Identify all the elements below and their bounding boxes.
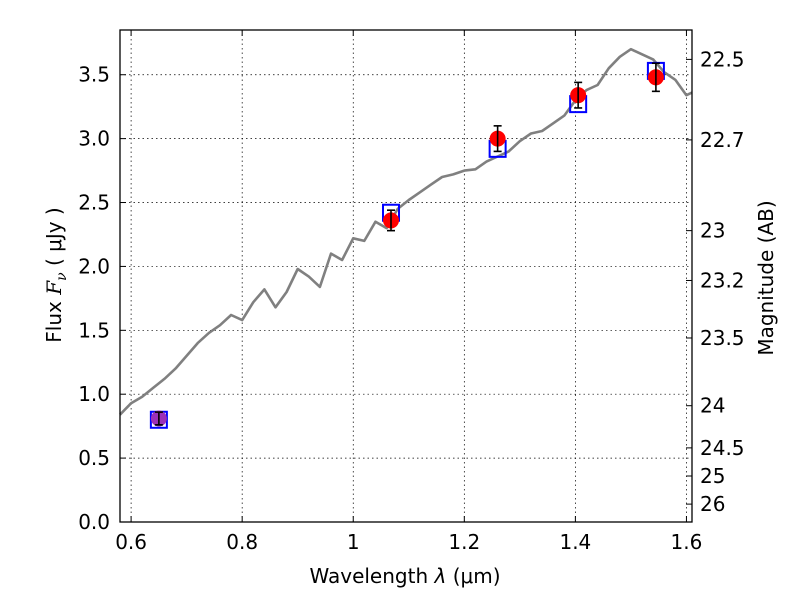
spectrum-line [119,47,693,416]
y-tick-label: 2.5 [78,191,110,215]
x-tick-label: 0.6 [115,530,147,554]
model-photometry-series [149,61,665,429]
x-axis-title: Wavelength λ (μm) [309,564,500,588]
spectrum-series [119,47,693,416]
x-axis-ticks: 0.6 0.8 1 1.2 1.4 1.6 [115,30,702,554]
grid [120,30,692,523]
y-tick-label: 1.0 [78,382,110,406]
y-axis-ticks: 0.0 0.5 1.0 1.5 2.0 2.5 3.0 3.5 [78,63,126,534]
y2-tick-label: 23.2 [700,268,745,292]
x-tick-label: 1.2 [448,530,480,554]
observed-photometry-series [150,62,664,427]
x-tick-label: 1.6 [671,530,703,554]
y-tick-label: 3.0 [78,127,110,151]
y-tick-label: 0.5 [78,446,110,470]
x-tick-label: 1.4 [559,530,591,554]
y2-tick-label: 23.5 [700,326,745,350]
y2-tick-label: 24.5 [700,436,745,460]
y2-tick-label: 26 [700,492,725,516]
y-tick-label: 3.5 [78,63,110,87]
y-tick-label: 0.0 [78,510,110,534]
x-tick-label: 1 [347,530,360,554]
y-axis-title: Flux Fν ( μJy ) [42,207,70,342]
y2-axis-ticks: 22.5 22.7 23 23.2 23.5 24 24.5 25 26 [686,47,745,516]
y2-axis-title: Magnitude (AB) [754,200,778,355]
y2-tick-label: 23 [700,219,725,243]
y-tick-label: 2.0 [78,254,110,278]
y-tick-label: 1.5 [78,318,110,342]
y2-tick-label: 22.5 [700,47,745,71]
x-tick-label: 0.8 [226,530,258,554]
y2-tick-label: 24 [700,394,725,418]
plot-frame [119,29,693,523]
y2-tick-label: 22.7 [700,128,745,152]
y2-tick-label: 25 [700,464,725,488]
